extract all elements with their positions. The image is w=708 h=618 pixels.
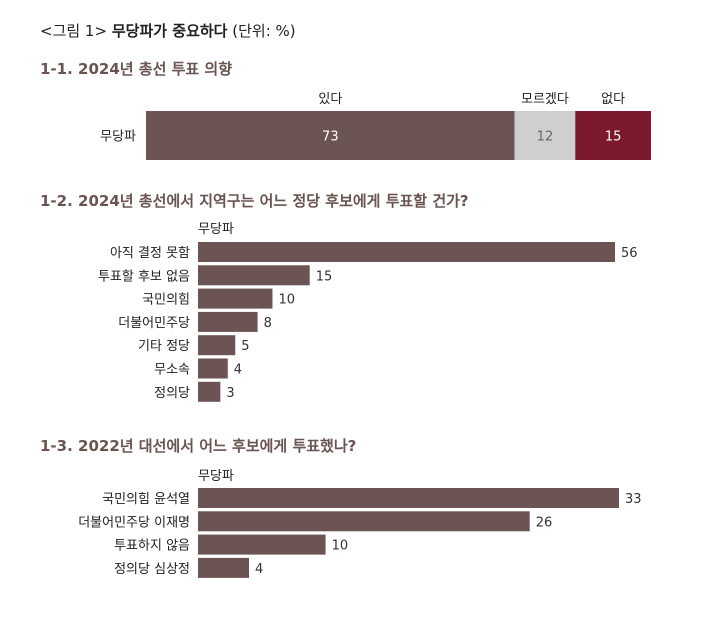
category-label: 정의당 심상정 [114, 562, 190, 577]
category-label: 국민의힘 [142, 293, 190, 308]
bar [198, 358, 228, 379]
data-label: 56 [621, 246, 638, 261]
figure-unit: (단위: %) [232, 22, 296, 40]
category-label: 아직 결정 못함 [110, 246, 190, 261]
section-1-1-title: 1-1. 2024년 총선 투표 의향 [40, 60, 233, 78]
data-label: 26 [536, 515, 553, 530]
category-label: 더불어민주당 [118, 316, 190, 331]
stacked-bar-segment [575, 111, 651, 160]
bar [198, 381, 221, 402]
bar [198, 557, 250, 578]
data-label: 4 [255, 562, 263, 577]
category-label: 정의당 [154, 386, 190, 401]
category-label: 무당파 [100, 130, 136, 145]
section-1-3-title: 1-3. 2022년 대선에서 어느 후보에게 투표했나? [40, 437, 357, 455]
data-label: 3 [226, 386, 234, 401]
category-label: 투표하지 않음 [114, 539, 190, 554]
stacked-bar-segment [514, 111, 576, 160]
bar [198, 488, 619, 508]
bar [198, 511, 530, 532]
data-label: 10 [332, 539, 349, 554]
data-label: 12 [537, 130, 554, 145]
bar [198, 311, 258, 332]
category-label: 투표할 후보 없음 [98, 269, 190, 284]
legend-label: 모르겠다 [521, 92, 569, 107]
category-label: 기타 정당 [138, 339, 190, 354]
bar [198, 534, 326, 555]
data-label: 73 [322, 130, 339, 145]
category-label: 국민의힘 윤석열 [102, 492, 190, 507]
bar [198, 335, 236, 356]
figure-prefix: <그림 1> [40, 22, 108, 40]
category-label: 더불어민주당 이재명 [78, 515, 190, 530]
data-label: 4 [234, 363, 242, 378]
figure-title: <그림 1> 무당파가 중요하다 (단위: %) [40, 20, 296, 41]
bar [198, 288, 273, 309]
data-label: 33 [625, 492, 642, 507]
bar [198, 265, 310, 286]
stacked-bar-chart: 무당파 있다 73 모르겠다 12 없다 15 [100, 92, 651, 160]
group-label: 무당파 [198, 222, 234, 237]
stacked-bar-segment [146, 111, 515, 160]
bar [198, 242, 615, 262]
data-label: 15 [316, 269, 333, 284]
section-1-2-title: 1-2. 2024년 총선에서 지역구는 어느 정당 후보에게 투표할 건가? [40, 192, 469, 210]
figure-main-title: 무당파가 중요하다 [111, 22, 228, 40]
category-label: 무소속 [154, 363, 190, 378]
group-label: 무당파 [198, 469, 234, 484]
data-label: 15 [605, 130, 622, 145]
data-label: 10 [278, 293, 295, 308]
legend-label: 있다 [318, 92, 342, 107]
data-label: 5 [241, 339, 249, 354]
legend-label: 없다 [601, 92, 625, 107]
data-label: 8 [264, 316, 272, 331]
